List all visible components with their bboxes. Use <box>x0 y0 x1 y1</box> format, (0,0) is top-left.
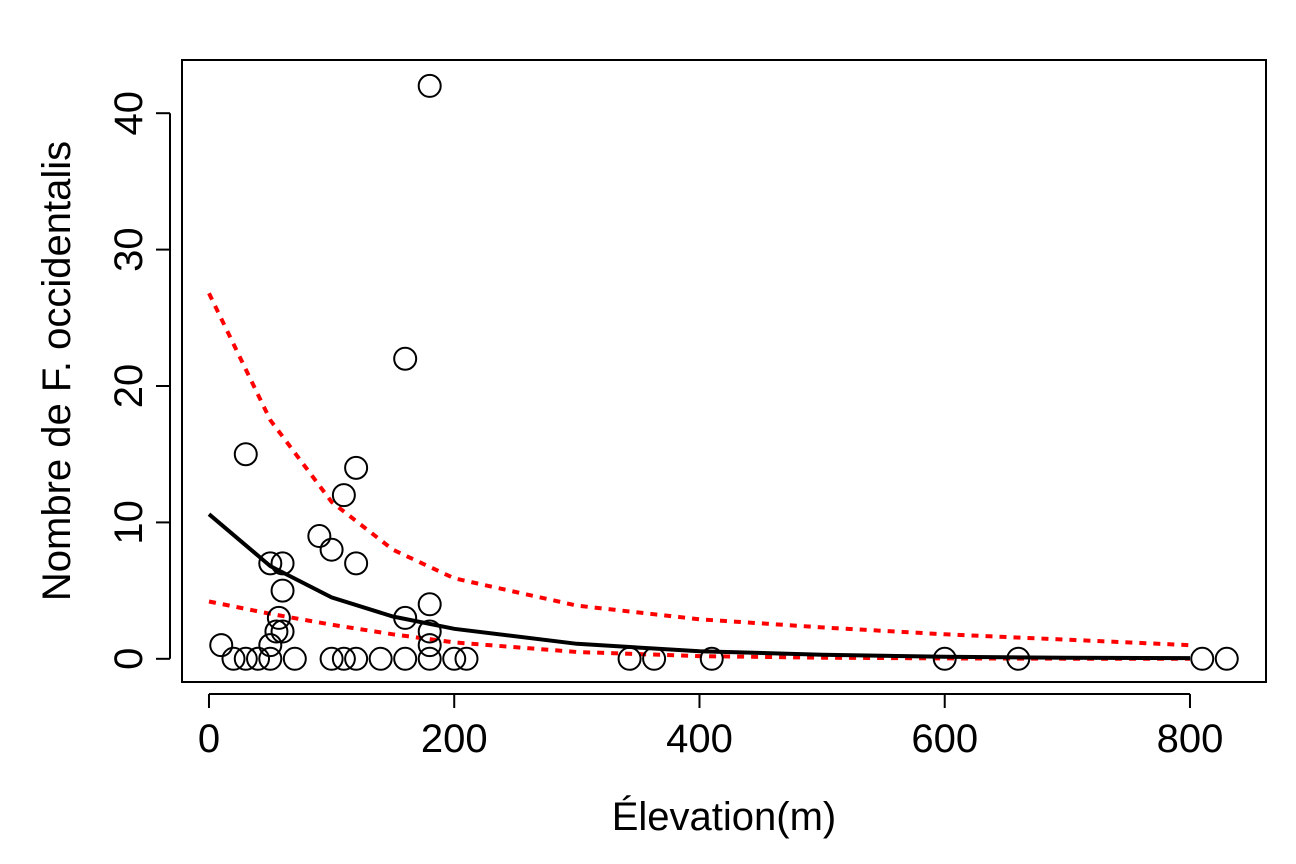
data-point <box>221 646 246 671</box>
y-tick-label: 20 <box>107 364 151 409</box>
data-point <box>282 646 307 671</box>
data-point <box>417 592 442 617</box>
fit-line <box>207 512 1191 661</box>
data-point <box>642 646 667 671</box>
data-point <box>209 633 234 658</box>
data-point <box>344 551 369 576</box>
x-tick-label: 600 <box>911 717 978 761</box>
data-point <box>393 346 418 371</box>
data-point <box>233 646 258 671</box>
data-point <box>617 646 642 671</box>
data-point <box>307 524 332 549</box>
data-point <box>264 619 289 644</box>
data-point <box>246 646 271 671</box>
model-curves <box>207 292 1191 661</box>
data-point <box>454 646 479 671</box>
data-point <box>1006 646 1031 671</box>
data-point <box>331 483 356 508</box>
data-point <box>270 578 295 603</box>
y-tick-label: 30 <box>107 227 151 272</box>
x-tick-label: 800 <box>1157 717 1224 761</box>
data-point <box>393 646 418 671</box>
y-tick-label: 10 <box>107 500 151 545</box>
data-point <box>266 605 291 630</box>
x-axis: 0 200 400 600 800 <box>198 693 1224 761</box>
data-points <box>209 73 1239 671</box>
data-point <box>319 646 344 671</box>
data-point <box>344 455 369 480</box>
data-point <box>270 551 295 576</box>
data-point <box>270 619 295 644</box>
data-point <box>258 646 283 671</box>
y-axis-title: Nombre de F. occidentalis <box>35 141 79 601</box>
data-point <box>1190 646 1215 671</box>
data-point <box>417 73 442 98</box>
data-point <box>442 646 467 671</box>
ci-lower-line <box>208 599 1191 661</box>
y-tick-label: 0 <box>107 648 151 670</box>
data-point <box>368 646 393 671</box>
x-axis-title: Élevation(m) <box>612 794 837 839</box>
x-tick-label: 200 <box>421 717 488 761</box>
data-point <box>1214 646 1239 671</box>
data-point <box>417 619 442 644</box>
data-point <box>417 646 442 671</box>
data-point <box>258 633 283 658</box>
data-point <box>417 633 442 658</box>
data-point <box>319 537 344 562</box>
data-point <box>258 551 283 576</box>
data-point <box>932 646 957 671</box>
data-point <box>233 442 258 467</box>
data-point <box>393 605 418 630</box>
ci-upper-line <box>207 292 1191 648</box>
y-axis: 0 10 20 30 40 <box>107 91 171 670</box>
plot-frame <box>181 59 1267 683</box>
x-tick-label: 0 <box>198 717 220 761</box>
data-point <box>331 646 356 671</box>
x-tick-label: 400 <box>666 717 733 761</box>
data-point <box>699 646 724 671</box>
y-tick-label: 40 <box>107 91 151 135</box>
data-point <box>344 646 369 671</box>
